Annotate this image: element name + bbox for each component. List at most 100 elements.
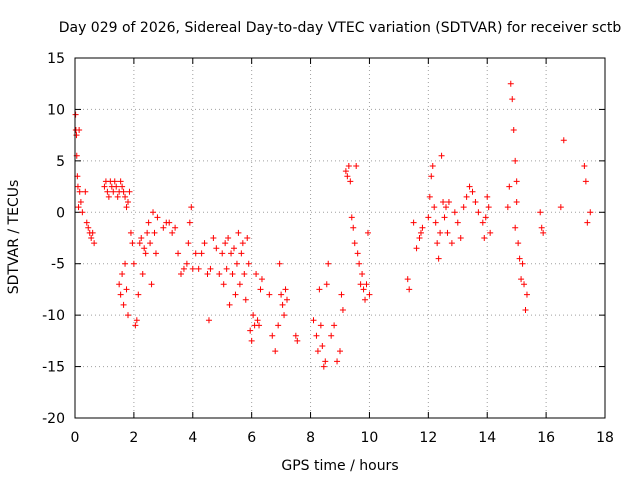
data-point bbox=[406, 286, 413, 293]
data-point bbox=[125, 199, 131, 205]
data-point bbox=[222, 240, 229, 247]
data-point bbox=[523, 291, 530, 298]
data-point bbox=[320, 363, 327, 370]
data-point bbox=[521, 281, 528, 288]
data-point bbox=[507, 80, 514, 87]
data-point bbox=[451, 209, 458, 216]
data-point bbox=[248, 337, 255, 344]
data-point bbox=[410, 219, 417, 226]
data-point bbox=[475, 209, 482, 216]
data-point bbox=[506, 183, 513, 190]
x-tick-label: 8 bbox=[306, 430, 315, 446]
x-tick-label: 6 bbox=[247, 430, 256, 446]
x-tick-label: 10 bbox=[361, 430, 379, 446]
data-point bbox=[258, 276, 265, 283]
data-point bbox=[310, 317, 317, 324]
data-point bbox=[487, 229, 494, 236]
data-point bbox=[314, 348, 321, 355]
data-point bbox=[135, 291, 142, 298]
data-point bbox=[342, 168, 349, 175]
data-point bbox=[242, 296, 249, 303]
data-point bbox=[238, 250, 245, 257]
data-point bbox=[91, 240, 98, 247]
data-point bbox=[445, 199, 452, 205]
data-point bbox=[223, 265, 230, 272]
data-point bbox=[431, 204, 438, 211]
data-point bbox=[428, 173, 435, 180]
data-point bbox=[120, 301, 127, 308]
data-point bbox=[126, 188, 133, 195]
data-point bbox=[359, 271, 366, 277]
data-point bbox=[236, 281, 243, 288]
y-tick-label: 5 bbox=[56, 154, 65, 170]
data-point bbox=[519, 260, 526, 267]
data-point bbox=[233, 260, 240, 267]
data-point bbox=[195, 265, 202, 272]
data-point bbox=[537, 209, 544, 216]
data-point bbox=[245, 260, 252, 267]
data-point bbox=[317, 322, 324, 329]
data-point bbox=[313, 332, 320, 339]
data-point bbox=[269, 332, 276, 339]
data-point bbox=[229, 271, 236, 277]
x-tick-label: 0 bbox=[71, 430, 80, 446]
data-point bbox=[440, 199, 447, 205]
data-point bbox=[509, 96, 516, 103]
data-point bbox=[331, 322, 338, 329]
data-point bbox=[226, 301, 233, 308]
data-point bbox=[122, 260, 129, 267]
data-point bbox=[437, 229, 444, 236]
data-point bbox=[125, 312, 131, 319]
data-point bbox=[522, 307, 529, 313]
data-point bbox=[133, 317, 140, 324]
data-point bbox=[482, 214, 489, 221]
data-point bbox=[198, 250, 205, 257]
data-point bbox=[328, 332, 335, 339]
data-point bbox=[82, 188, 89, 195]
data-point bbox=[404, 276, 411, 283]
data-point bbox=[460, 204, 467, 211]
data-point bbox=[244, 235, 251, 241]
data-point bbox=[160, 224, 167, 231]
data-point bbox=[339, 307, 346, 313]
data-point bbox=[444, 229, 451, 236]
data-point bbox=[276, 260, 283, 267]
data-point bbox=[89, 229, 96, 236]
data-point bbox=[472, 199, 479, 205]
data-point bbox=[85, 224, 92, 231]
data-point bbox=[141, 245, 148, 252]
grid bbox=[75, 58, 605, 418]
data-point bbox=[419, 224, 426, 231]
data-point bbox=[469, 188, 476, 195]
ticks: 0 2 4 6 8 10 12 14 16 18 -20 -15 -10 -5 0 5 10 15 bbox=[42, 51, 614, 446]
data-point bbox=[364, 229, 371, 236]
data-point bbox=[344, 173, 351, 180]
data-point bbox=[75, 204, 82, 211]
data-point bbox=[466, 183, 473, 190]
data-point bbox=[219, 250, 226, 257]
data-point bbox=[354, 250, 361, 257]
data-point bbox=[213, 245, 220, 252]
y-tick-label: -5 bbox=[51, 257, 65, 273]
data-point bbox=[77, 199, 84, 205]
data-point bbox=[207, 265, 214, 272]
data-point bbox=[560, 137, 567, 144]
data-point bbox=[513, 199, 520, 205]
data-point bbox=[347, 178, 354, 185]
chart-title: Day 029 of 2026, Sidereal Day-to-day VTE… bbox=[59, 20, 622, 36]
data-point bbox=[557, 204, 564, 211]
data-point bbox=[504, 204, 511, 211]
data-point bbox=[463, 193, 470, 200]
data-point bbox=[292, 332, 299, 339]
data-point bbox=[136, 240, 143, 247]
data-point bbox=[228, 250, 235, 257]
data-point bbox=[235, 229, 242, 236]
data-point bbox=[454, 219, 461, 226]
data-point bbox=[319, 343, 326, 349]
data-point bbox=[362, 296, 369, 303]
y-tick-label: 0 bbox=[56, 205, 65, 221]
data-point bbox=[334, 358, 341, 365]
data-point bbox=[294, 337, 301, 344]
data-point bbox=[180, 265, 187, 272]
data-point bbox=[231, 245, 237, 252]
